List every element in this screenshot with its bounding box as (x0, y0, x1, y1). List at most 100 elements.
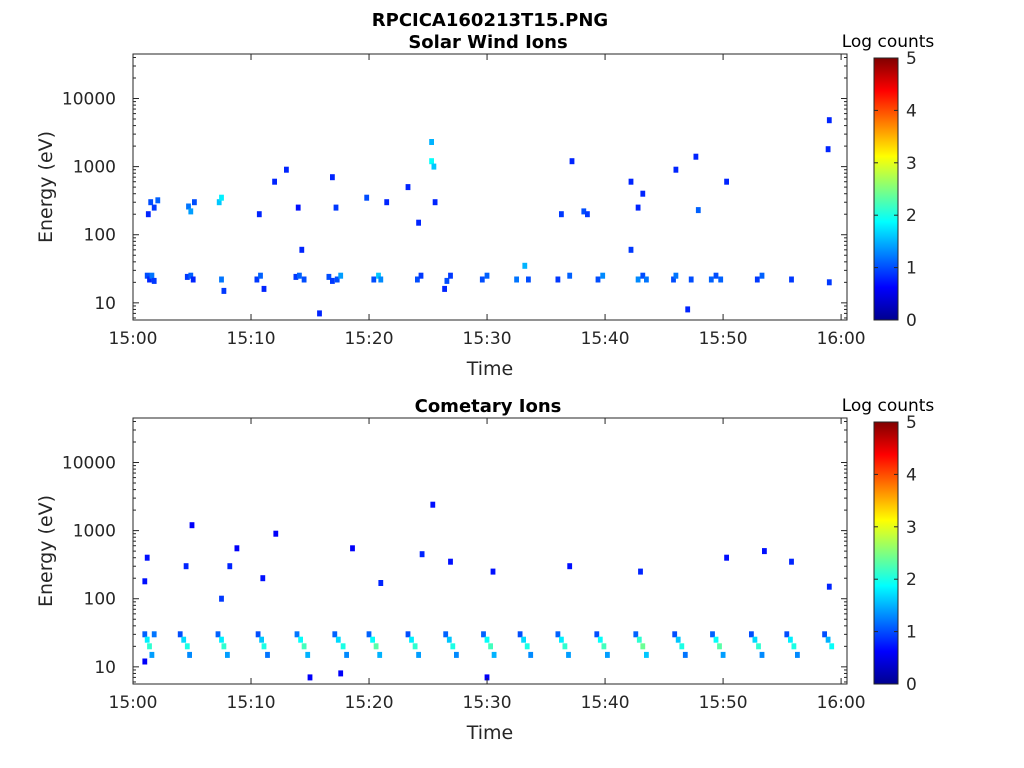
y-tick-label: 10 (94, 294, 116, 314)
data-cell (216, 199, 222, 206)
data-cell (409, 636, 414, 643)
data-cell (710, 631, 715, 638)
data-cell (430, 501, 436, 508)
data-cell (484, 272, 490, 279)
data-cell (488, 643, 493, 650)
data-cell (307, 674, 313, 681)
x-tick-label: 15:30 (463, 693, 512, 713)
data-cell (305, 651, 311, 658)
colorbar-tick-label: 5 (906, 413, 917, 433)
data-cell (679, 643, 685, 650)
data-cell (370, 636, 375, 643)
colorbar-label: Log counts (842, 32, 935, 52)
data-cell (601, 643, 607, 650)
data-cell (724, 554, 729, 561)
x-axis-label: Time (466, 722, 514, 744)
data-cell (605, 651, 610, 658)
data-cell (151, 631, 157, 638)
data-cell (147, 643, 152, 650)
data-cell (293, 273, 299, 280)
data-cell (405, 184, 411, 191)
data-cell (713, 636, 719, 643)
data-cell (524, 643, 530, 650)
data-cell (371, 276, 377, 283)
data-cell (377, 651, 383, 658)
data-cell (261, 285, 267, 292)
data-cell (338, 670, 344, 677)
data-cell (432, 199, 438, 206)
data-cell (418, 272, 424, 279)
data-cell (338, 272, 344, 279)
colorbar-tick-label: 2 (906, 206, 917, 226)
data-cell (567, 563, 573, 570)
data-cell (635, 276, 641, 283)
data-cell (825, 146, 831, 153)
data-cell (144, 554, 150, 561)
x-tick-label: 15:00 (109, 693, 158, 713)
data-cell (484, 636, 490, 643)
colorbar-tick-label: 0 (906, 675, 917, 695)
data-cell (448, 272, 453, 279)
data-cell (594, 631, 600, 638)
data-cell (628, 178, 634, 185)
data-cell (183, 563, 189, 570)
data-cell (693, 153, 699, 160)
y-tick-label: 10000 (62, 453, 116, 473)
data-cell (297, 272, 302, 279)
data-cell (188, 208, 194, 215)
data-cell (759, 651, 765, 658)
data-cell (366, 631, 372, 638)
panel-solar-wind-ions: Solar Wind Ions 15:00 15:10 15:20 15:30 15:40… (35, 32, 934, 380)
data-cell (526, 276, 531, 283)
colorbar-tick-label: 0 (906, 311, 917, 331)
data-cell (416, 219, 421, 226)
data-cell (340, 643, 346, 650)
colorbar (873, 57, 899, 321)
data-cell (221, 643, 227, 650)
data-cell (227, 563, 233, 570)
data-cell (685, 306, 691, 313)
data-cell (784, 631, 790, 638)
x-tick-label: 15:30 (463, 329, 512, 349)
colorbar-tick-label: 4 (906, 465, 917, 485)
data-cell (635, 204, 641, 211)
data-cell (419, 551, 425, 558)
x-axis-label: Time (466, 358, 514, 380)
data-cell (415, 276, 420, 283)
x-tick-label: 15:10 (227, 693, 276, 713)
data-cell (186, 203, 191, 210)
data-cell (718, 276, 724, 283)
data-cell (644, 651, 649, 658)
data-cell (443, 631, 449, 638)
data-cell (378, 276, 384, 283)
plot-area (132, 417, 848, 685)
plot-area (132, 53, 848, 321)
data-cell (184, 643, 190, 650)
data-cell (756, 643, 761, 650)
data-cell (416, 651, 421, 658)
colorbar-label: Log counts (842, 396, 935, 416)
data-cell (151, 277, 157, 284)
data-cell (151, 204, 157, 211)
data-cell (148, 199, 154, 206)
data-cell (254, 276, 260, 283)
colorbar (873, 421, 899, 685)
data-cell (330, 174, 335, 181)
y-tick-label: 100 (84, 590, 116, 610)
data-cell (301, 276, 307, 283)
data-cell (789, 276, 794, 283)
data-cell (350, 545, 355, 552)
data-cell (826, 583, 832, 590)
data-cell (187, 651, 192, 658)
data-cell (569, 158, 575, 165)
data-cell (333, 204, 339, 211)
data-cell (364, 194, 370, 201)
data-cell (294, 631, 300, 638)
data-cell (826, 117, 832, 124)
data-cell (795, 651, 800, 658)
data-cell (791, 643, 797, 650)
data-cell (215, 631, 221, 638)
data-cell (597, 636, 603, 643)
data-cell (181, 636, 187, 643)
data-cell (555, 276, 561, 283)
